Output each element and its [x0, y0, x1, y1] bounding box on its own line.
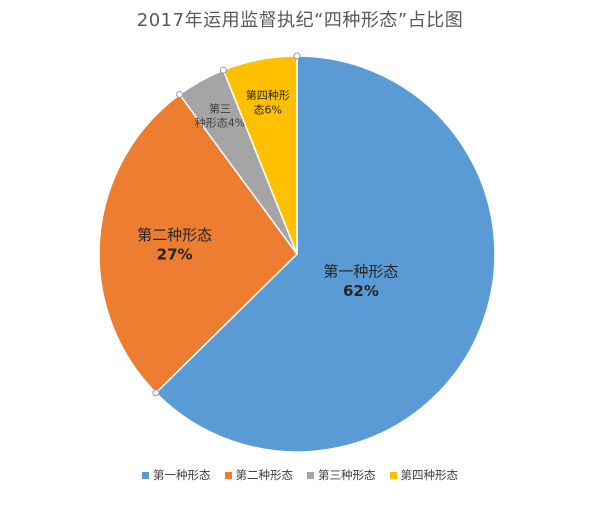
- legend-item-1: 第一种形态: [142, 467, 211, 483]
- legend: 第一种形态 第二种形态 第三种形态 第四种形态: [0, 467, 600, 483]
- legend-item-3: 第三种形态: [307, 467, 376, 483]
- pie-value-label: 62%: [343, 282, 379, 300]
- legend-swatch: [142, 471, 149, 479]
- pie-slice-1: [154, 55, 496, 453]
- pie-category-label: 态6%: [254, 103, 282, 116]
- legend-label: 第四种形态: [400, 468, 459, 482]
- slice-handle[interactable]: [152, 389, 160, 397]
- pie-category-label: 第二种形态: [137, 226, 212, 244]
- pie-value-label: 27%: [157, 245, 193, 263]
- pie-category-label: 第四种形: [246, 88, 290, 102]
- pie-label-1: 第一种形态 62%: [323, 262, 398, 300]
- legend-swatch: [307, 471, 314, 479]
- slice-handle[interactable]: [176, 91, 184, 99]
- pie-category-label: 第三: [209, 101, 231, 115]
- legend-item-4: 第四种形态: [389, 467, 459, 483]
- legend-label: 第二种形态: [235, 468, 294, 482]
- legend-label: 第一种形态: [153, 468, 211, 482]
- legend-label: 第三种形态: [318, 468, 376, 482]
- pie-category-label: 第一种形态: [323, 262, 398, 280]
- legend-swatch: [224, 471, 232, 479]
- pie-category-label: 种形态4%: [195, 116, 245, 130]
- legend-swatch: [389, 471, 397, 479]
- slice-handle[interactable]: [293, 52, 301, 60]
- legend-item-2: 第二种形态: [224, 467, 294, 483]
- slice-handle[interactable]: [219, 66, 227, 74]
- chart-title: 2017年运用监督执纪“四种形态”占比图: [136, 10, 464, 31]
- pie-slice-2: [98, 93, 298, 394]
